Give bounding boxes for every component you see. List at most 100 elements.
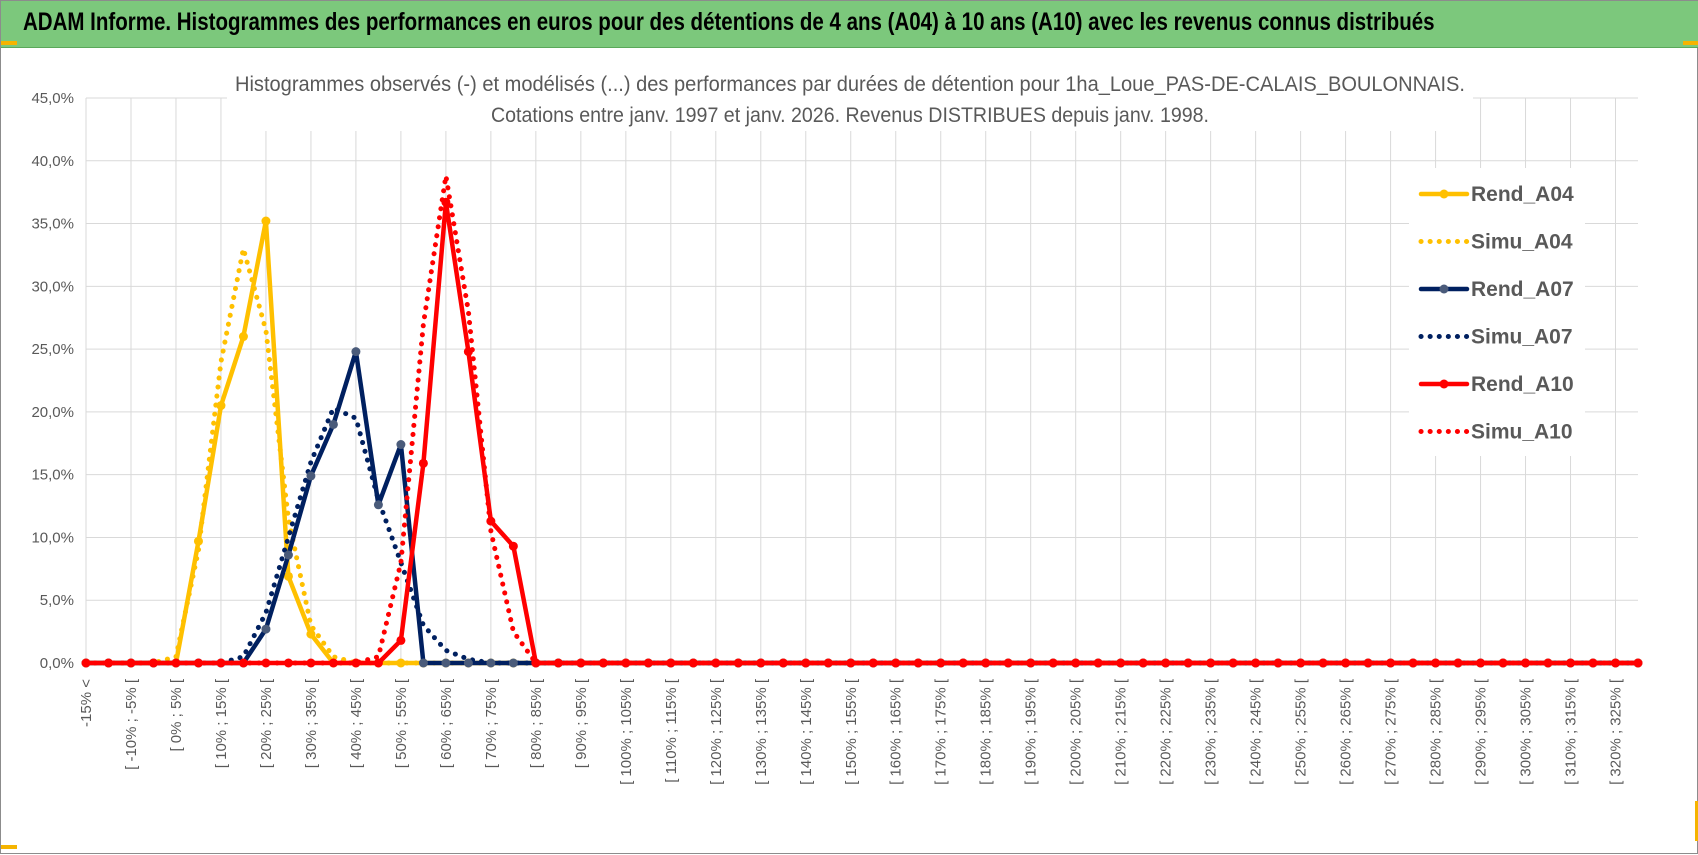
x-tick-label: [ 140% ; 145% [ <box>798 678 815 785</box>
x-tick-label: [ 170% ; 175% [ <box>933 678 950 785</box>
data-point-rend_a07 <box>261 624 271 634</box>
data-point-rend_a10 <box>1431 658 1441 668</box>
data-point-rend_a07 <box>508 658 518 668</box>
x-tick-label: [ 0% ; 5% [ <box>168 678 185 751</box>
x-tick-label: [ 220% ; 225% [ <box>1158 678 1175 785</box>
data-point-rend_a10 <box>981 658 991 668</box>
series-line-rend_a10 <box>83 199 1641 666</box>
corner-mark-top-right <box>1683 41 1698 45</box>
legend-marker-rend_a10 <box>1439 379 1449 389</box>
series-line-simu_a07 <box>83 405 1641 666</box>
x-tick-label: [ 110% ; 115% [ <box>663 678 680 783</box>
data-point-rend_a10 <box>1116 658 1126 668</box>
series-line-rend_a07 <box>83 349 1641 666</box>
chart-title-line-1: Histogrammes observés (-) et modélisés (… <box>235 73 1465 96</box>
x-tick-label: [ 320% ; 325% [ <box>1608 678 1625 785</box>
data-point-rend_a04 <box>238 332 248 342</box>
data-point-rend_a10 <box>621 658 631 668</box>
data-point-rend_a10 <box>126 658 136 668</box>
data-point-rend_a10 <box>846 658 856 668</box>
data-point-rend_a10 <box>238 658 248 668</box>
x-axis: -15% < [ -10% ; -5% [[ 0% ; 5% [[ 10% ; 1… <box>78 678 1625 785</box>
y-tick-label: 45,0% <box>31 90 74 107</box>
data-point-rend_a10 <box>891 658 901 668</box>
x-tick-label: [ 210% ; 215% [ <box>1113 678 1130 785</box>
data-point-rend_a10 <box>913 658 923 668</box>
corner-mark-top-left <box>1 41 17 45</box>
data-point-rend_a10 <box>306 658 316 668</box>
legend: Rend_A04 Simu_A04 Rend_A07 Simu_A07 Rend_A10… <box>1409 168 1585 456</box>
y-tick-label: 35,0% <box>31 216 74 233</box>
x-tick-label: [ 100% ; 105% [ <box>618 678 635 785</box>
data-point-rend_a10 <box>1341 658 1351 668</box>
legend-box <box>1409 168 1585 456</box>
data-point-rend_a10 <box>1566 658 1576 668</box>
data-point-rend_a10 <box>643 658 653 668</box>
gridlines <box>85 97 1638 664</box>
x-tick-label: [ 230% ; 235% [ <box>1203 678 1220 785</box>
data-point-rend_a10 <box>351 658 361 668</box>
data-point-rend_a10 <box>1633 658 1643 668</box>
data-point-rend_a07 <box>486 658 496 668</box>
data-point-rend_a10 <box>823 658 833 668</box>
chart-title: Histogrammes observés (-) et modélisés (… <box>227 65 1473 131</box>
x-tick-label: [ 240% ; 245% [ <box>1248 678 1265 785</box>
data-point-rend_a04 <box>306 629 316 639</box>
data-point-rend_a10 <box>463 347 473 357</box>
x-tick-label: [ 270% ; 275% [ <box>1383 678 1400 785</box>
data-point-rend_a04 <box>193 536 203 546</box>
x-tick-label: [ 160% ; 165% [ <box>888 678 905 785</box>
header-bar: ADAM Informe. Histogrammes des performan… <box>1 1 1698 48</box>
data-point-rend_a10 <box>756 658 766 668</box>
x-tick-label: [ 260% ; 265% [ <box>1338 678 1355 785</box>
data-point-rend_a10 <box>193 658 203 668</box>
data-point-rend_a10 <box>1476 658 1486 668</box>
data-point-rend_a10 <box>936 658 946 668</box>
x-tick-label: [ 290% ; 295% [ <box>1473 678 1490 785</box>
data-point-rend_a10 <box>1521 658 1531 668</box>
data-point-rend_a10 <box>1408 658 1418 668</box>
data-point-rend_a10 <box>1296 658 1306 668</box>
data-point-rend_a07 <box>306 471 316 481</box>
data-point-rend_a07 <box>418 658 428 668</box>
data-point-rend_a10 <box>958 658 968 668</box>
data-point-rend_a10 <box>373 658 383 668</box>
data-point-rend_a10 <box>733 658 743 668</box>
data-point-rend_a10 <box>1161 658 1171 668</box>
data-point-rend_a10 <box>1498 658 1508 668</box>
series-lines <box>81 173 1643 668</box>
data-point-rend_a10 <box>328 658 338 668</box>
data-point-rend_a10 <box>1206 658 1216 668</box>
data-point-rend_a07 <box>463 658 473 668</box>
legend-label-rend_a07: Rend_A07 <box>1471 278 1574 301</box>
data-point-rend_a10 <box>1183 658 1193 668</box>
y-tick-label: 10,0% <box>31 529 74 546</box>
x-tick-label: [ 150% ; 155% [ <box>843 678 860 785</box>
x-tick-label: [ 190% ; 195% [ <box>1023 678 1040 785</box>
x-tick-label: [ -10% ; -5% [ <box>123 678 140 770</box>
legend-label-rend_a10: Rend_A10 <box>1471 373 1574 396</box>
data-point-rend_a10 <box>441 197 451 207</box>
data-point-rend_a10 <box>1251 658 1261 668</box>
legend-label-rend_a04: Rend_A04 <box>1471 183 1574 206</box>
x-tick-label: [ 280% ; 285% [ <box>1428 678 1445 785</box>
page-title: ADAM Informe. Histogrammes des performan… <box>23 8 1435 36</box>
data-point-rend_a10 <box>598 658 608 668</box>
data-point-rend_a10 <box>1611 658 1621 668</box>
data-point-rend_a04 <box>261 216 271 226</box>
data-point-rend_a10 <box>1138 658 1148 668</box>
x-tick-label: [ 10% ; 15% [ <box>213 678 230 768</box>
data-point-rend_a04 <box>283 571 293 581</box>
data-point-rend_a10 <box>1093 658 1103 668</box>
data-point-rend_a10 <box>1318 658 1328 668</box>
legend-marker-rend_a04 <box>1439 189 1449 199</box>
data-point-rend_a10 <box>1026 658 1036 668</box>
x-tick-label: [ 200% ; 205% [ <box>1068 678 1085 785</box>
y-tick-label: 0,0% <box>40 655 74 672</box>
x-tick-label: [ 250% ; 255% [ <box>1293 678 1310 785</box>
x-tick-label: [ 30% ; 35% [ <box>303 678 320 768</box>
data-point-rend_a04 <box>216 401 226 411</box>
legend-marker-rend_a07 <box>1439 284 1449 294</box>
data-point-rend_a10 <box>688 658 698 668</box>
